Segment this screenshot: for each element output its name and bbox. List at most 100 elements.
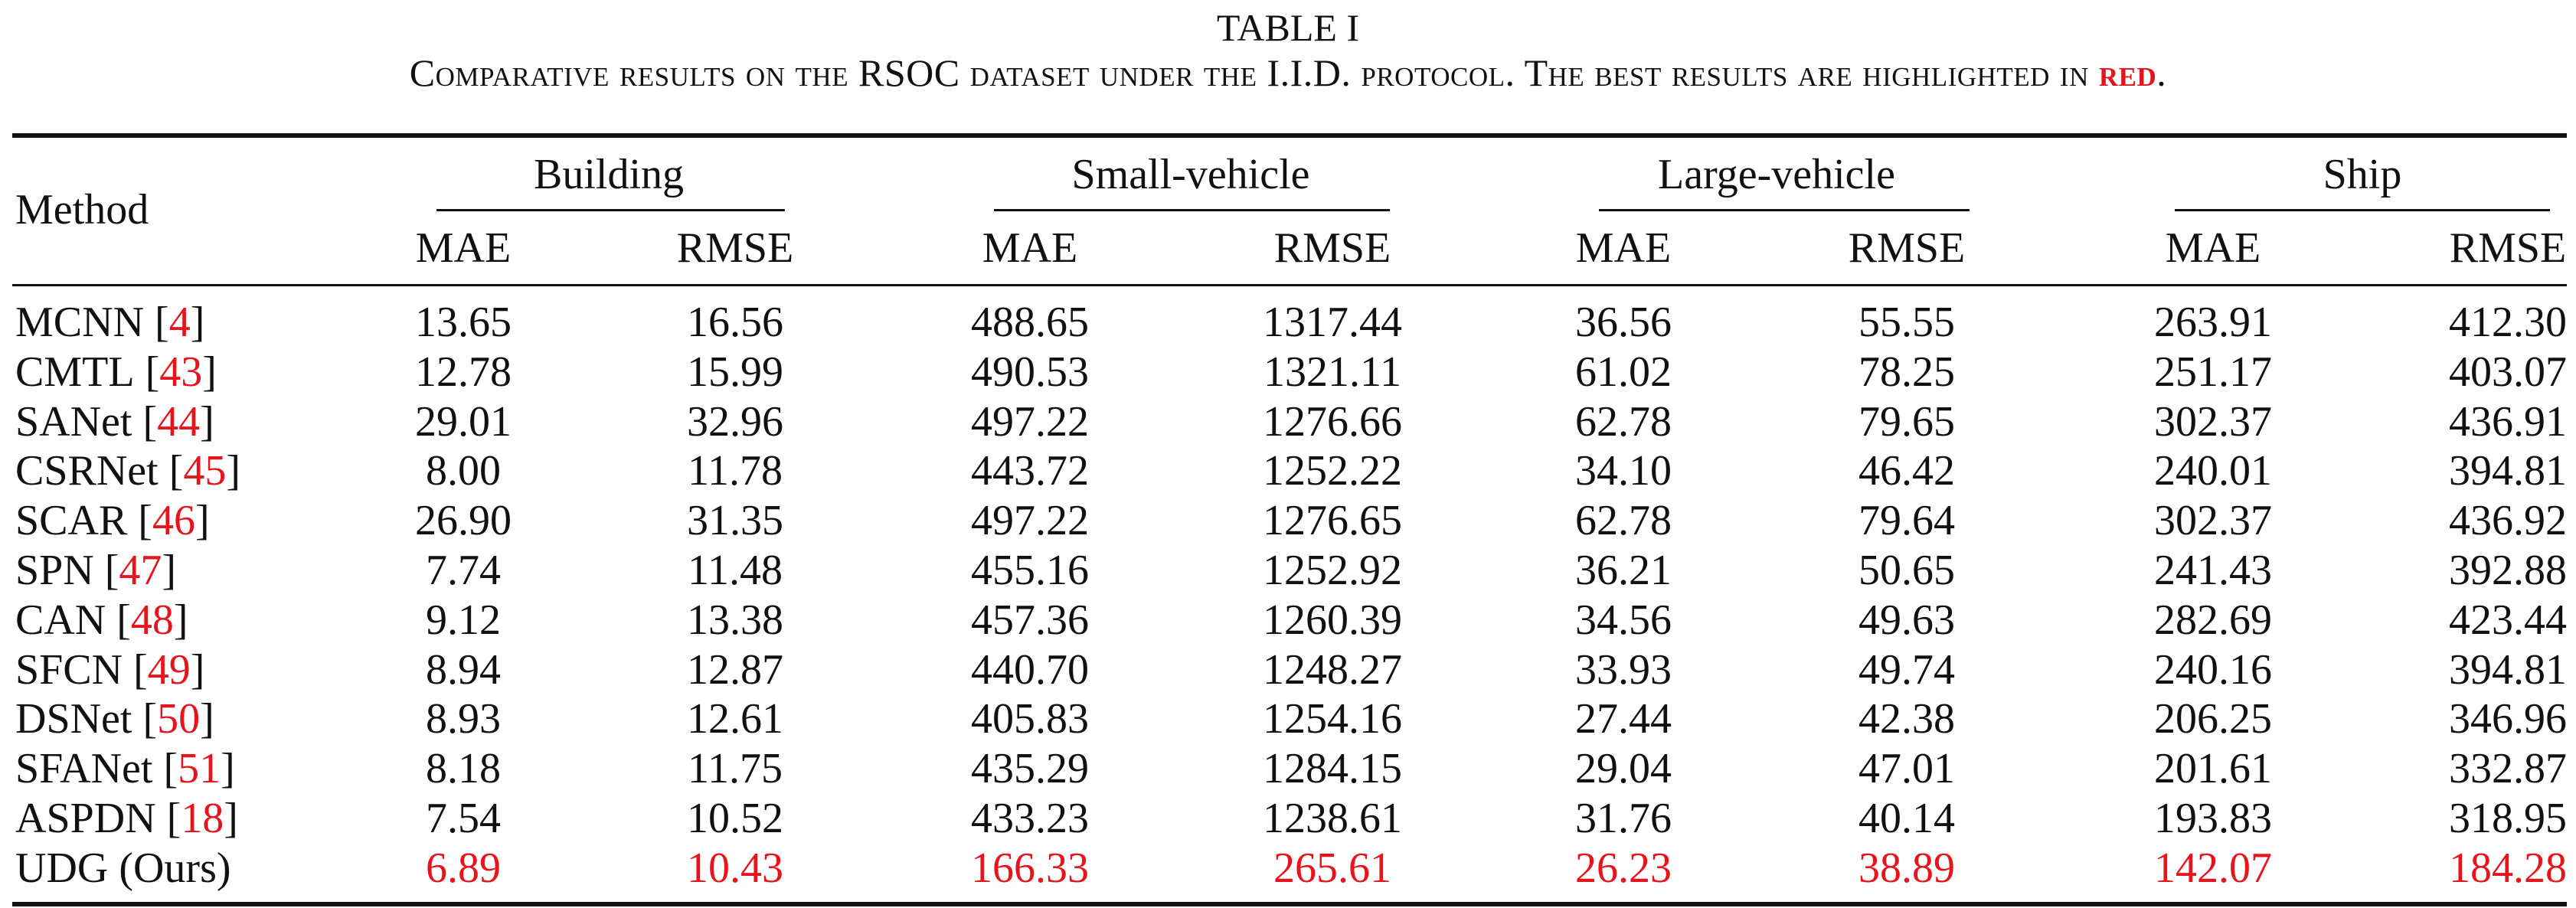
metric-header: MAE [1575, 224, 1672, 272]
metric-value-cell: 436.91 [2449, 397, 2567, 446]
metric-header: RMSE [2449, 224, 2567, 272]
citation-bracket: [ [127, 497, 152, 545]
citation-link[interactable]: 46 [152, 497, 195, 545]
metric-value-cell: 13.38 [687, 596, 783, 644]
method-name-cell: UDG (Ours) [15, 844, 231, 893]
citation-link[interactable]: 44 [157, 397, 201, 446]
metric-value-cell: 436.92 [2449, 497, 2567, 545]
metric-header: MAE [2165, 224, 2261, 272]
metric-value-cell: 61.02 [1575, 348, 1672, 396]
method-name: SFCN [15, 645, 123, 694]
citation-bracket: [ [123, 645, 148, 694]
method-name-cell: SANet [44] [15, 397, 214, 446]
method-name: SPN [15, 547, 94, 594]
citation-link[interactable]: 45 [183, 447, 227, 495]
metric-value-cell: 34.56 [1575, 596, 1672, 644]
metric-value-cell: 42.38 [1858, 695, 1955, 743]
group-underline [1599, 209, 1970, 211]
metric-value-cell: 241.43 [2154, 547, 2272, 594]
metric-value-cell: 49.74 [1858, 645, 1955, 694]
citation-link[interactable]: 43 [159, 348, 203, 396]
metric-value-cell: 403.07 [2449, 348, 2567, 396]
method-name: SCAR [15, 497, 128, 545]
metric-value-cell: 55.55 [1858, 299, 1955, 346]
method-name: CMTL [15, 348, 135, 396]
metric-value-cell: 32.96 [687, 397, 783, 446]
metric-value-cell: 7.54 [426, 795, 501, 842]
citation-bracket: [ [106, 596, 131, 644]
metric-value-cell: 26.90 [415, 497, 512, 545]
citation-link[interactable]: 50 [157, 695, 201, 743]
citation-bracket: ] [190, 645, 205, 694]
metric-value-cell: 497.22 [971, 397, 1089, 446]
citation-link[interactable]: 47 [119, 547, 162, 594]
method-name-cell: CAN [48] [15, 596, 188, 645]
metric-header: MAE [415, 224, 512, 272]
metric-value-cell: 405.83 [971, 695, 1089, 743]
citation-bracket: [ [152, 745, 178, 793]
caption-red-word: red [2098, 51, 2157, 94]
caption-period: . [2156, 51, 2167, 94]
method-name: UDG (Ours) [15, 844, 231, 892]
citation-bracket: [ [132, 695, 158, 743]
metric-value-cell: 62.78 [1575, 497, 1672, 545]
metric-value-cell: 46.42 [1858, 447, 1955, 495]
metric-value-cell: 11.48 [688, 547, 783, 594]
group-header: Small-vehicle [1071, 151, 1310, 198]
group-header: Building [533, 151, 685, 198]
group-underline [436, 209, 785, 211]
method-name-cell: CSRNet [45] [15, 446, 240, 495]
metric-value-cell: 16.56 [687, 299, 783, 346]
metric-value-cell: 31.35 [687, 497, 783, 545]
citation-bracket: [ [144, 299, 169, 346]
metric-value-cell: 394.81 [2449, 447, 2567, 495]
metric-value-cell: 62.78 [1575, 397, 1672, 446]
metric-value-cell: 36.56 [1575, 299, 1672, 346]
metric-value-cell: 1276.66 [1263, 397, 1402, 446]
method-name-cell: SFANet [51] [15, 744, 235, 793]
citation-link[interactable]: 18 [181, 795, 224, 842]
metric-value-cell: 433.23 [971, 795, 1089, 842]
metric-value-cell: 201.61 [2154, 745, 2272, 793]
citation-link[interactable]: 49 [147, 645, 191, 694]
citation-bracket: [ [158, 447, 184, 495]
metric-value-cell: 440.70 [971, 645, 1089, 694]
metric-value-cell: 206.25 [2154, 695, 2272, 743]
metric-value-cell: 31.76 [1575, 795, 1672, 842]
citation-link[interactable]: 4 [168, 299, 191, 346]
metric-value-cell: 47.01 [1858, 745, 1955, 793]
group-header: Ship [2323, 151, 2402, 198]
metric-value-cell: 332.87 [2449, 745, 2567, 793]
metric-value-cell: 184.28 [2449, 844, 2567, 892]
citation-link[interactable]: 51 [178, 745, 221, 793]
citation-link[interactable]: 48 [130, 596, 174, 644]
metric-value-cell: 1284.15 [1263, 745, 1402, 793]
method-name: DSNet [15, 695, 132, 743]
metric-value-cell: 10.43 [687, 844, 783, 892]
citation-bracket: ] [200, 695, 214, 743]
citation-bracket: ] [173, 596, 188, 644]
metric-value-cell: 166.33 [971, 844, 1089, 892]
metric-value-cell: 394.81 [2449, 645, 2567, 694]
citation-bracket: ] [202, 348, 217, 396]
metric-value-cell: 79.65 [1858, 397, 1955, 446]
method-name: SFANet [15, 745, 153, 793]
metric-value-cell: 1252.22 [1263, 447, 1402, 495]
metric-header: RMSE [1848, 224, 1966, 272]
metric-value-cell: 265.61 [1273, 844, 1391, 892]
metric-value-cell: 302.37 [2154, 397, 2272, 446]
metric-value-cell: 346.96 [2449, 695, 2567, 743]
citation-bracket: ] [226, 447, 241, 495]
method-name: SANet [15, 397, 132, 446]
metric-value-cell: 263.91 [2154, 299, 2272, 346]
method-name: ASPDN [15, 795, 156, 842]
metric-value-cell: 8.93 [426, 695, 501, 743]
method-name-cell: CMTL [43] [15, 348, 217, 397]
table-bottom-rule [12, 902, 2567, 906]
method-name: MCNN [15, 299, 145, 346]
metric-value-cell: 1248.27 [1263, 645, 1402, 694]
metric-value-cell: 26.23 [1575, 844, 1672, 892]
metric-value-cell: 34.10 [1575, 447, 1672, 495]
method-name-cell: SCAR [46] [15, 496, 210, 545]
citation-bracket: [ [132, 397, 158, 446]
